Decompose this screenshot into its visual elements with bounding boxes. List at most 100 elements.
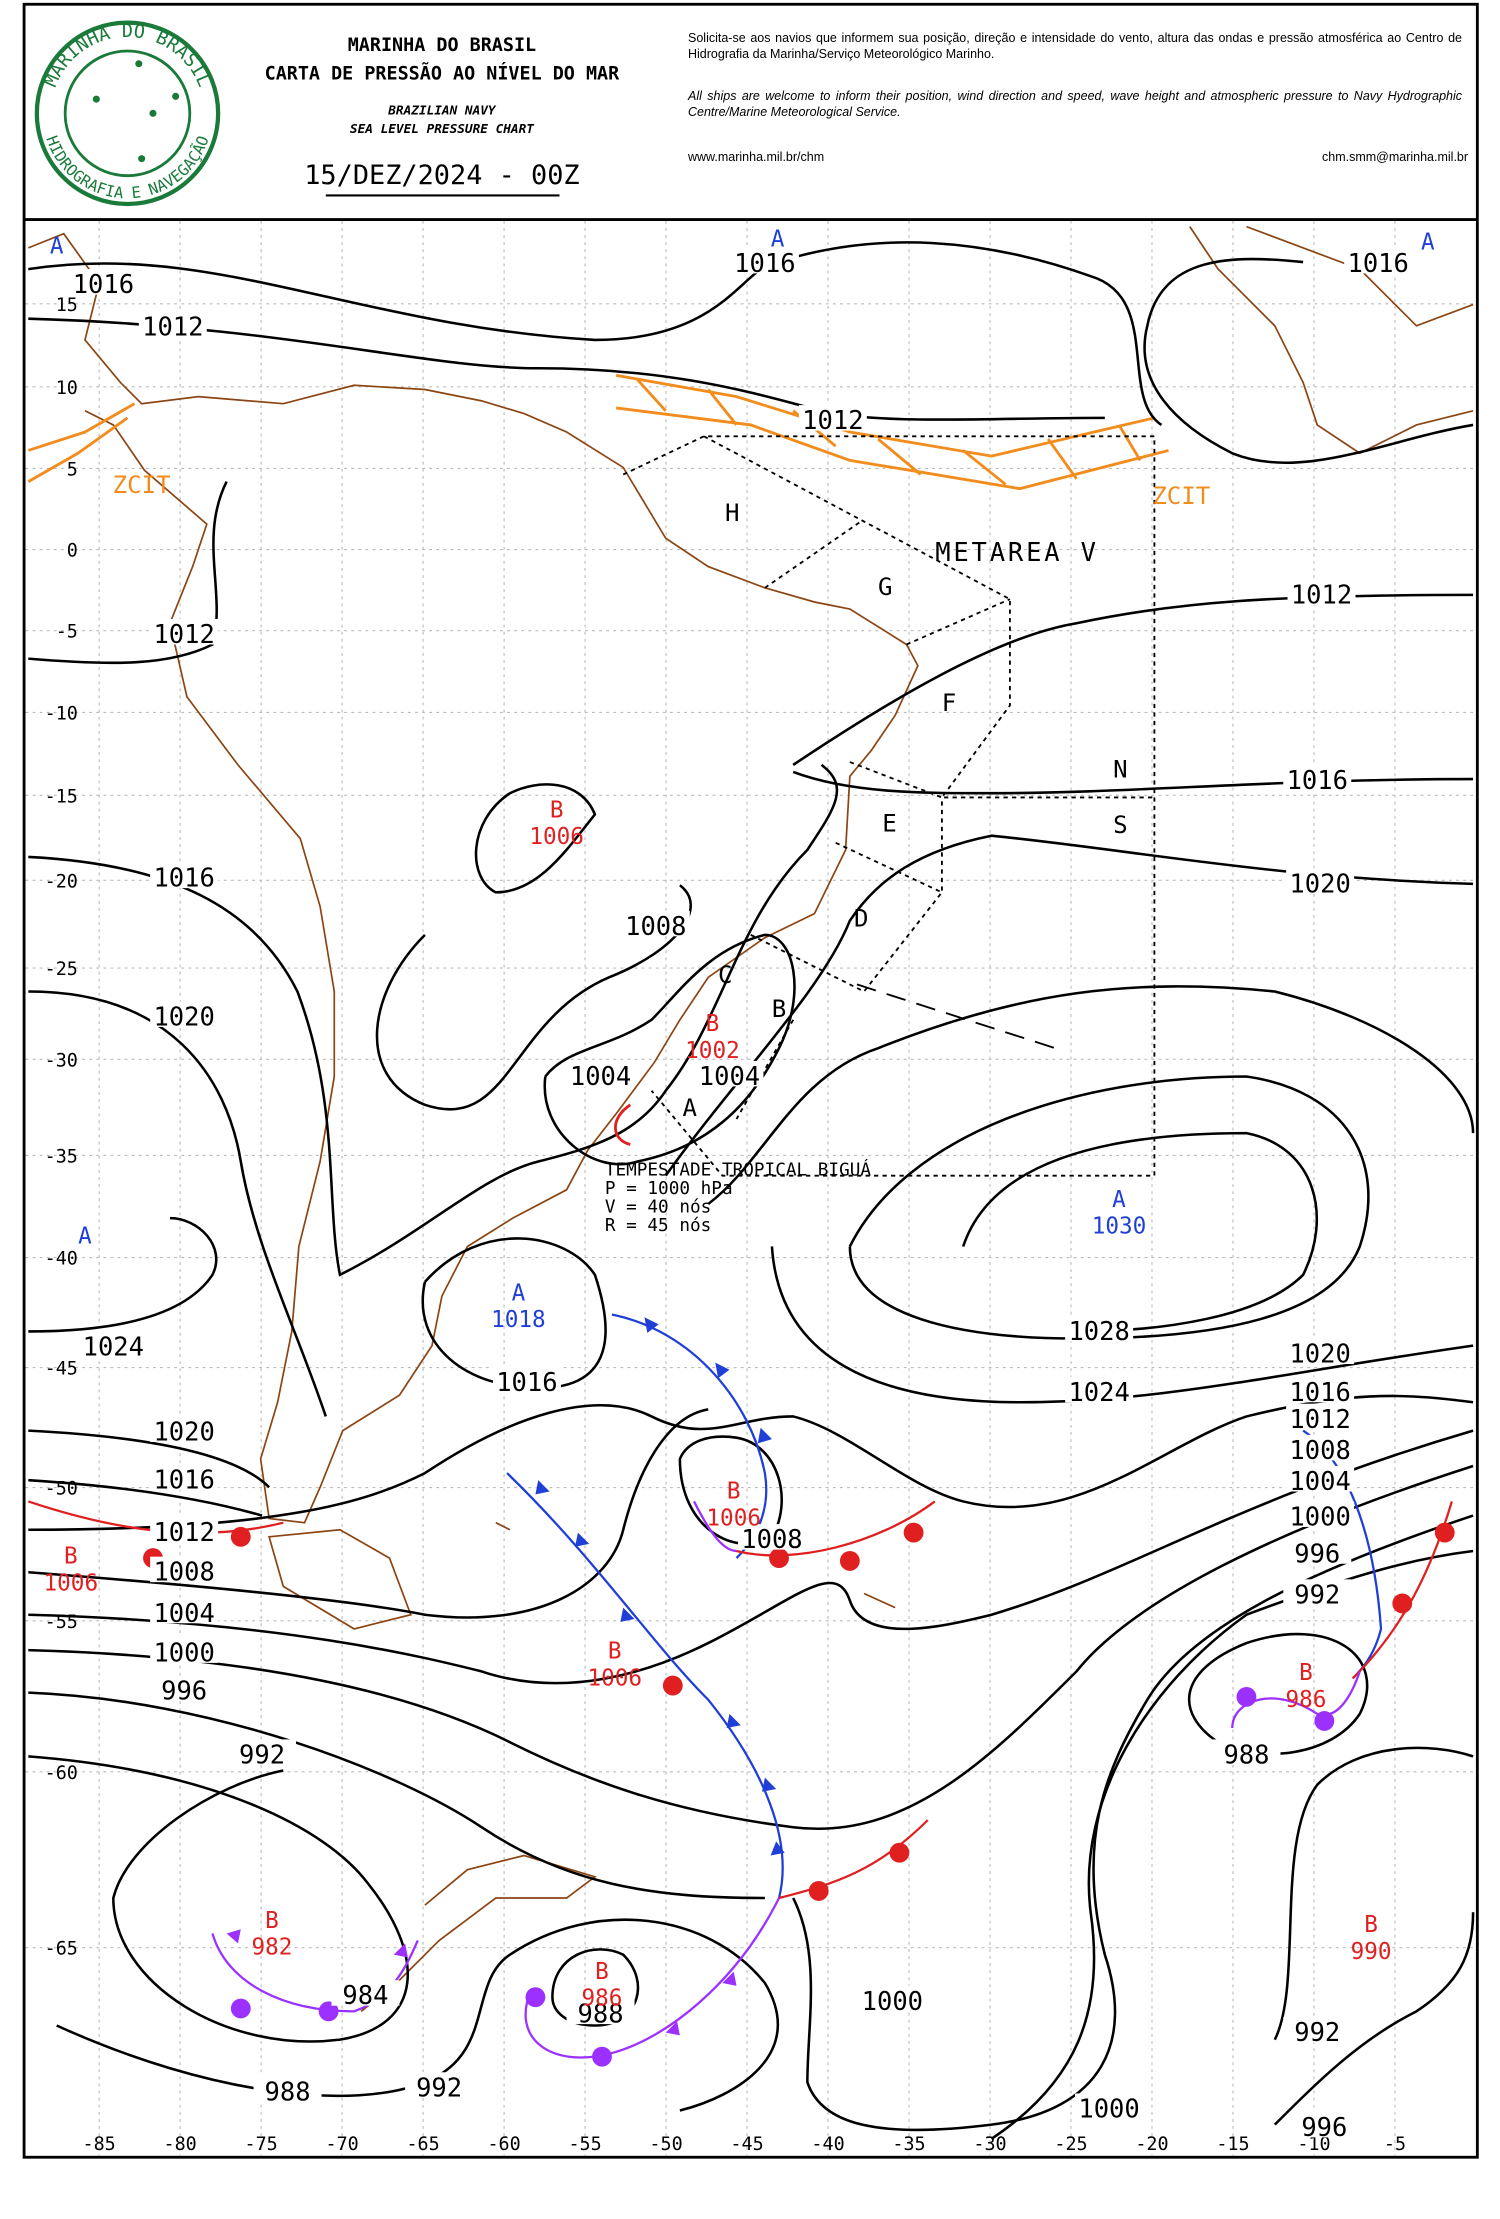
isobar-label: 1012 bbox=[1289, 1405, 1350, 1435]
pressure-center-letter: B bbox=[595, 1959, 609, 1985]
storm-info: R = 45 nós bbox=[605, 1216, 712, 1236]
isobar-label-bg bbox=[730, 247, 799, 274]
isobar-label: 1020 bbox=[153, 1003, 214, 1033]
metarea-label: METAREA V bbox=[935, 538, 1099, 568]
isobar-label-bg bbox=[150, 1001, 219, 1027]
map bbox=[25, 220, 1476, 2156]
isobar-label-bg bbox=[1286, 868, 1355, 894]
isobar-label: 1024 bbox=[1068, 1378, 1129, 1408]
title-pt-2: CARTA DE PRESSÃO AO NÍVEL DO MAR bbox=[265, 61, 621, 84]
isobar-label-bg bbox=[566, 1998, 635, 2025]
isobar-label: 1004 bbox=[699, 1062, 760, 1092]
isobar-label-bg bbox=[1290, 2111, 1359, 2138]
pressure-center-letter: B bbox=[727, 1479, 741, 1505]
metarea-sector: B bbox=[772, 995, 787, 1023]
lat-label: 0 bbox=[67, 541, 78, 562]
isobar-label: 1012 bbox=[153, 1518, 214, 1548]
pressure-center-value: 1030 bbox=[1092, 1214, 1147, 1240]
pressure-center-letter: B bbox=[265, 1908, 279, 1934]
isobar-label: 1016 bbox=[1347, 249, 1408, 279]
isobar-label: 992 bbox=[1294, 2018, 1340, 2048]
isobar-label-bg bbox=[331, 1980, 400, 2006]
isobar-label: 992 bbox=[1294, 1580, 1340, 1610]
pressure-center-value: 1006 bbox=[44, 1571, 99, 1597]
isobar-label: 1016 bbox=[1289, 1378, 1350, 1408]
metarea-sector: S bbox=[1113, 811, 1128, 839]
isobar-label-bg bbox=[1286, 1376, 1355, 1403]
isobar-label-bg bbox=[1283, 1579, 1352, 1605]
isobars bbox=[28, 241, 1475, 2140]
metarea-sector: D bbox=[854, 904, 869, 932]
note-pt: Solicita-se aos navios que informem sua … bbox=[688, 31, 1462, 61]
isobar-label-bg bbox=[79, 1331, 148, 1357]
lon-label: -20 bbox=[1135, 2134, 1168, 2155]
isobar-label: 1012 bbox=[802, 406, 863, 436]
isobar-label: 1000 bbox=[1289, 1503, 1350, 1533]
itcz-label: ZCIT bbox=[1152, 482, 1210, 510]
itcz-label: ZCIT bbox=[113, 471, 171, 499]
isobar-label-bg bbox=[1286, 1501, 1355, 1527]
isobar-label-bg bbox=[1283, 1538, 1352, 1564]
lat-label: -10 bbox=[45, 703, 78, 724]
note-en: All ships are welcome to inform their po… bbox=[688, 89, 1462, 119]
isobar-label-bg bbox=[621, 910, 690, 937]
lon-label: -15 bbox=[1216, 2134, 1249, 2155]
email: chm.smm@marinha.mil.br bbox=[1322, 150, 1469, 164]
pressure-center-value: 1002 bbox=[685, 1038, 740, 1064]
isobar-label: 996 bbox=[1294, 1539, 1340, 1569]
lon-label: -45 bbox=[730, 2134, 763, 2155]
isobar-label-bg bbox=[1065, 1376, 1134, 1403]
lat-label: 5 bbox=[67, 460, 78, 481]
coastline bbox=[28, 225, 1474, 2013]
pressure-center-letter: A bbox=[771, 226, 785, 252]
lat-label: -45 bbox=[45, 1359, 78, 1380]
isobar-label-bg bbox=[150, 1597, 219, 1624]
lon-label: -35 bbox=[892, 2134, 925, 2155]
isobar-label-bg bbox=[1286, 1403, 1355, 1430]
isobar-label-bg bbox=[150, 1675, 219, 1702]
fronts bbox=[27, 1313, 1455, 2067]
isobar-label: 992 bbox=[239, 1740, 285, 1770]
isobar-label-bg bbox=[858, 1985, 927, 2012]
lat-label: -5 bbox=[56, 622, 78, 643]
lon-label: -85 bbox=[83, 2134, 116, 2155]
pressure-center-letter: A bbox=[50, 234, 64, 260]
isobar-label-bg bbox=[737, 1524, 806, 1550]
isobar-label-bg bbox=[1287, 579, 1356, 605]
lat-label: -30 bbox=[45, 1050, 78, 1071]
storm-info: TEMPESTADE TROPICAL BIGUÁ bbox=[605, 1159, 872, 1181]
isobar-label: 988 bbox=[265, 2078, 311, 2108]
isobar-label: 1012 bbox=[142, 313, 203, 343]
isobar-label-bg bbox=[150, 1556, 219, 1583]
lon-label: -40 bbox=[811, 2134, 844, 2155]
isobar-label: 1008 bbox=[1289, 1436, 1350, 1466]
metarea-sector: G bbox=[878, 573, 893, 601]
lat-label: -20 bbox=[45, 871, 78, 892]
isobar-label-bg bbox=[150, 862, 219, 889]
metarea-boundary bbox=[622, 435, 1156, 1177]
isobar-label-bg bbox=[1283, 2017, 1352, 2043]
lat-label: -65 bbox=[45, 1939, 78, 1960]
lat-label: -15 bbox=[45, 786, 78, 807]
lat-label: -35 bbox=[45, 1147, 78, 1168]
isobar-label-bg bbox=[150, 618, 219, 645]
isobar-label-bg bbox=[150, 1416, 219, 1442]
isobar-label: 1016 bbox=[496, 1368, 557, 1398]
lat-label: -60 bbox=[45, 1763, 78, 1784]
lat-label: 15 bbox=[56, 295, 78, 316]
isobar-label-bg bbox=[1075, 2093, 1144, 2119]
graticule bbox=[25, 220, 1476, 2156]
isobar-label: 1020 bbox=[1289, 1340, 1350, 1370]
lon-label: -60 bbox=[487, 2134, 520, 2155]
isobar-label-bg bbox=[566, 1060, 635, 1087]
isobar-label: 988 bbox=[1223, 1740, 1269, 1770]
pressure-center-value: 1006 bbox=[587, 1666, 642, 1692]
isobar-label-bg bbox=[1283, 764, 1352, 791]
isobar-label-bg bbox=[228, 1739, 297, 1765]
isobar-label-bg bbox=[695, 1060, 764, 1087]
pressure-center-value: 1006 bbox=[529, 824, 584, 850]
pressure-center-letter: A bbox=[1112, 1187, 1126, 1213]
isobar-label-bg bbox=[1286, 1434, 1355, 1461]
isobar-label: 1016 bbox=[73, 270, 134, 300]
